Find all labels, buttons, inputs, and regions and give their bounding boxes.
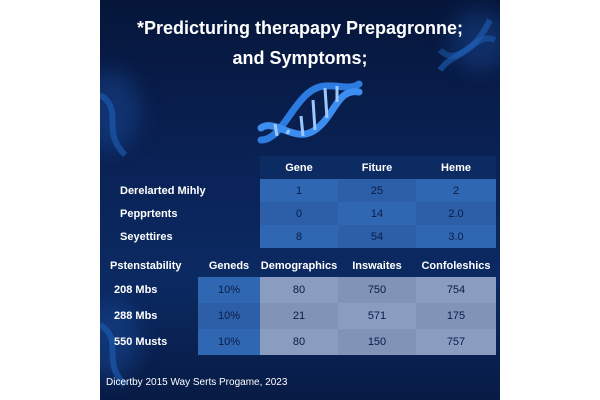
table2-header-inswaites: Inswaites — [352, 259, 402, 272]
table1-cell: 3.0 — [416, 225, 496, 248]
table2-row-label: 288 Mbs — [114, 310, 158, 322]
table2-cell: 10% — [198, 303, 260, 329]
table2-cell: 750 — [338, 277, 416, 303]
table2-cell: 757 — [416, 329, 496, 355]
table1-cell: 1 — [260, 179, 338, 202]
poster: *Predicturing therapapy Prepagronne; and… — [100, 0, 500, 400]
footer-credit: Dicertby 2015 Way Serts Progame, 2023 — [106, 377, 288, 388]
table1-cell: 8 — [260, 225, 338, 248]
table-row: Seyettires 8 54 3.0 — [106, 225, 496, 248]
table2-header-geneds: Geneds — [208, 259, 250, 272]
table2-cell: 175 — [416, 303, 496, 329]
table-stability: Pstenstability Geneds Demographics Inswa… — [106, 254, 496, 355]
table2-header-row: Pstenstability Geneds Demographics Inswa… — [106, 254, 496, 277]
table1-cell: 2 — [416, 179, 496, 202]
corner-dna-icon-bottom-left — [100, 322, 128, 388]
table2-header-confoleshics: Confoleshics — [421, 259, 491, 272]
corner-dna-icon-top-right — [437, 18, 497, 72]
table-row: 208 Mbs 10% 80 750 754 — [106, 277, 496, 303]
table1-header-row: Gene Fiture Heme — [106, 156, 496, 179]
table1-cell: 0 — [260, 202, 338, 225]
table-genes: Gene Fiture Heme Derelarted Mihly 1 25 2… — [106, 156, 496, 248]
table1-row-label: Seyettires — [120, 230, 173, 243]
table-row: Derelarted Mihly 1 25 2 — [106, 179, 496, 202]
table2-cell: 571 — [338, 303, 416, 329]
table1-header-fiture: Fiture — [338, 156, 416, 179]
table-row: Pepprtents 0 14 2.0 — [106, 202, 496, 225]
table-row: 550 Musts 10% 80 150 757 — [106, 329, 496, 355]
table-row: 288 Mbs 10% 21 571 175 — [106, 303, 496, 329]
corner-dna-icon-left — [100, 92, 128, 158]
table2-cell: 80 — [260, 329, 338, 355]
table1-header-heme: Heme — [416, 156, 496, 179]
table2-header-demographics: Demographics — [260, 259, 338, 272]
table1-cell: 25 — [338, 179, 416, 202]
table2-cell: 150 — [338, 329, 416, 355]
table2-cell: 80 — [260, 277, 338, 303]
table2-row-label: 208 Mbs — [114, 284, 158, 296]
dna-helix-icon — [257, 80, 363, 144]
table2-cell: 21 — [260, 303, 338, 329]
table2-header-pstenstability: Pstenstability — [110, 259, 182, 272]
table2-cell: 10% — [198, 329, 260, 355]
title-line-1: *Predicturing therapapy Prepagronne; — [136, 18, 464, 38]
title-line-2: and Symptoms; — [232, 48, 368, 68]
table1-row-label: Pepprtents — [120, 207, 178, 220]
table1-cell: 54 — [338, 225, 416, 248]
table1-row-label: Derelarted Mihly — [120, 184, 206, 197]
table2-cell: 754 — [416, 277, 496, 303]
table2-cell: 10% — [198, 277, 260, 303]
table2-row-label: 550 Musts — [114, 336, 168, 348]
table1-cell: 14 — [338, 202, 416, 225]
table1-header-gene: Gene — [260, 156, 338, 179]
table1-cell: 2.0 — [416, 202, 496, 225]
table1-corner — [106, 156, 260, 179]
